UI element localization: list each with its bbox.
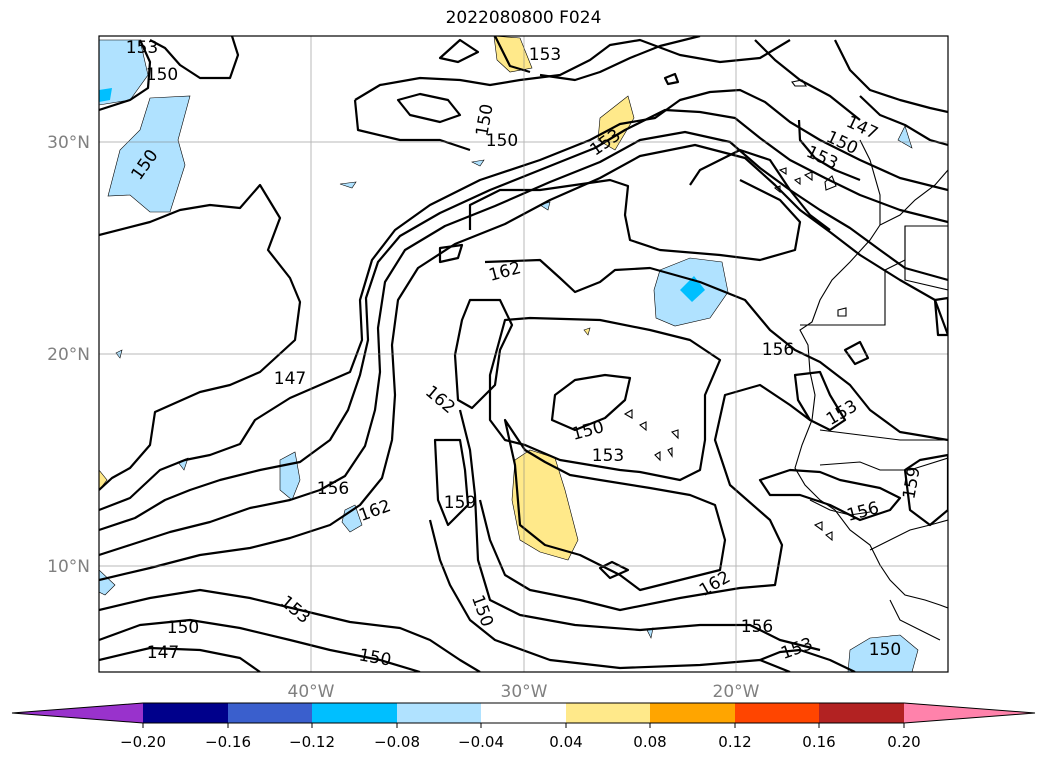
colorbar-tick: 0.04 <box>549 733 582 751</box>
colorbar-segment <box>735 703 819 723</box>
contour-label: 153 <box>529 45 561 65</box>
lon-labels: 40°W 30°W 20°W <box>288 682 760 702</box>
colorbar-segment <box>312 703 397 723</box>
colorbar-segment <box>143 703 228 723</box>
lon-label-20w: 20°W <box>713 682 760 702</box>
lon-label-40w: 40°W <box>288 682 335 702</box>
lon-label-30w: 30°W <box>501 682 548 702</box>
map-title: 2022080800 F024 <box>445 8 602 28</box>
colorbar-segment <box>904 703 1035 723</box>
contour-label: 150 <box>167 618 199 638</box>
colorbar-segment <box>481 703 566 723</box>
colorbar-tick: −0.20 <box>120 733 166 751</box>
contour-label: 156 <box>741 617 773 637</box>
colorbar: −0.20 −0.16 −0.12 −0.08 −0.04 0.04 0.08 … <box>11 702 1036 751</box>
colorbar-segment <box>228 703 312 723</box>
colorbar-tick: 0.08 <box>633 733 666 751</box>
contour-label: 153 <box>126 38 158 58</box>
contour-label: 150 <box>869 640 901 660</box>
colorbar-segment <box>566 703 650 723</box>
contour-label: 159 <box>444 493 476 513</box>
contour-label: 153 <box>592 446 624 466</box>
contour-label: 156 <box>762 340 794 360</box>
colorbar-tick: −0.16 <box>205 733 251 751</box>
colorbar-tick: −0.04 <box>458 733 504 751</box>
map-area: 153 150 150 153 153 150 147 150 153 150 … <box>98 35 949 673</box>
lat-label-10n: 10°N <box>47 557 90 577</box>
height-contours <box>99 36 948 672</box>
contour-label: 156 <box>317 479 349 499</box>
lat-labels: 30°N 20°N 10°N <box>47 133 90 577</box>
colorbar-tick: 0.16 <box>802 733 835 751</box>
contour-label: 150 <box>146 65 178 85</box>
colorbar-segment <box>819 703 904 723</box>
contour-label: 150 <box>486 131 518 151</box>
lat-label-30n: 30°N <box>47 133 90 153</box>
colorbar-segment <box>12 703 143 723</box>
contour-label: 147 <box>274 369 306 389</box>
gridlines <box>99 36 948 672</box>
lat-label-20n: 20°N <box>47 345 90 365</box>
coastlines <box>623 79 948 641</box>
colorbar-tick: 0.20 <box>887 733 920 751</box>
colorbar-tick: −0.12 <box>289 733 335 751</box>
map-frame <box>98 35 949 673</box>
contour-label: 147 <box>147 643 179 663</box>
colorbar-tick: −0.08 <box>374 733 420 751</box>
colorbar-tick: 0.12 <box>718 733 751 751</box>
colorbar-segment <box>650 703 735 723</box>
colorbar-segment <box>397 703 481 723</box>
negative-shading <box>99 39 919 672</box>
